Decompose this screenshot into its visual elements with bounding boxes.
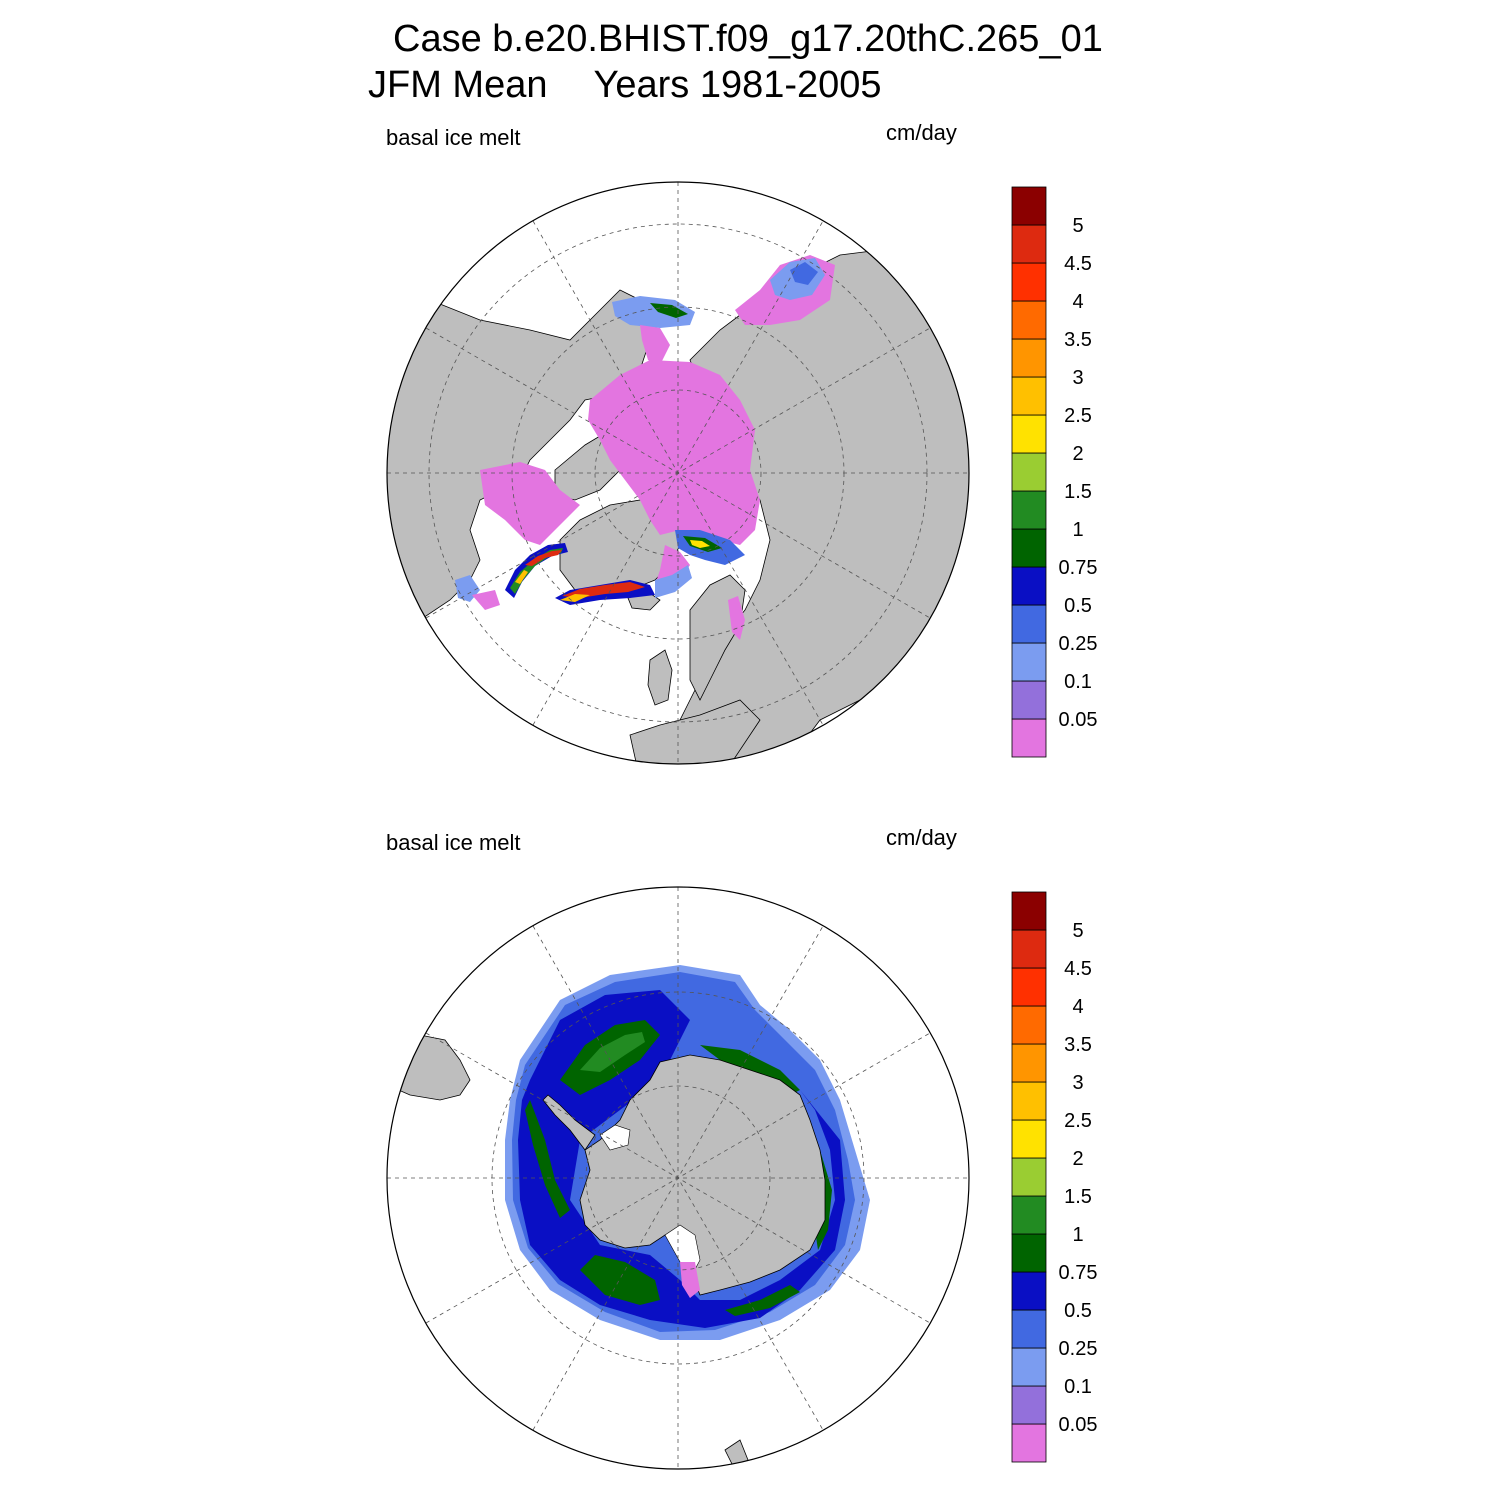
north-ice-okhotsk-green <box>650 303 688 318</box>
south-variable-label: basal ice melt <box>386 830 521 855</box>
south-land-antarctica <box>579 1054 826 1296</box>
north-ice-okhotsk <box>612 296 695 328</box>
south-colorbar-tick-label: 5 <box>1072 920 1083 942</box>
north-polar-map <box>386 181 970 765</box>
south-colorbar-swatch <box>1011 1005 1047 1045</box>
north-colorbar-tick-label: 3.5 <box>1064 329 1092 351</box>
north-melt-labrador-outer <box>505 543 568 598</box>
south-colorbar-swatch <box>1011 967 1047 1007</box>
north-colorbar-tick-label: 1 <box>1072 519 1083 541</box>
north-colorbar-swatch <box>1011 642 1047 682</box>
south-colorbar-tick-label: 1.5 <box>1064 1186 1092 1208</box>
north-ice-okhotsk-pink <box>640 325 670 365</box>
south-melt-pacific-green <box>525 1100 570 1218</box>
north-colorbar-tick-label: 0.5 <box>1064 595 1092 617</box>
north-colorbar-tick-label: 4.5 <box>1064 253 1092 275</box>
north-colorbar-swatch <box>1011 338 1047 378</box>
north-graticule <box>387 182 969 764</box>
south-colorbar-tick-label: 4 <box>1072 996 1083 1018</box>
north-ice-barents-yellow <box>690 540 710 548</box>
south-colorbar-swatch <box>1011 1195 1047 1235</box>
north-map-border <box>386 181 970 765</box>
north-colorbar-tick-label: 3 <box>1072 367 1083 389</box>
south-colorbar-tick-label: 0.25 <box>1059 1338 1098 1360</box>
south-colorbar-tick-label: 0.75 <box>1059 1262 1098 1284</box>
north-colorbar-swatch <box>1011 300 1047 340</box>
north-land-uk <box>647 649 673 706</box>
south-colorbar-tick-label: 4.5 <box>1064 958 1092 980</box>
south-colorbar-swatch <box>1011 1043 1047 1083</box>
south-melt-indian-green <box>725 1285 800 1316</box>
north-colorbar-swatch <box>1011 186 1047 226</box>
north-colorbar-swatch <box>1011 566 1047 606</box>
south-colorbar-tick-label: 2 <box>1072 1148 1083 1170</box>
north-colorbar-tick-label: 0.25 <box>1059 633 1098 655</box>
north-variable-label: basal ice melt <box>386 125 521 150</box>
south-colorbar-swatch <box>1011 1233 1047 1273</box>
south-colorbar-swatch <box>1011 1423 1047 1463</box>
north-colorbar-swatch <box>1011 490 1047 530</box>
north-ice-fram-blue <box>655 565 692 598</box>
south-polar-map <box>386 886 970 1470</box>
south-colorbar-tick-label: 3.5 <box>1064 1034 1092 1056</box>
south-colorbar-tick-label: 0.5 <box>1064 1300 1092 1322</box>
south-colorbar-swatch <box>1011 1309 1047 1349</box>
north-colorbar-tick-label: 5 <box>1072 215 1083 237</box>
south-colorbar-swatch <box>1011 929 1047 969</box>
north-colorbar-swatch <box>1011 604 1047 644</box>
south-colorbar-swatch <box>1011 1157 1047 1197</box>
south-colorbar-swatch <box>1011 1385 1047 1425</box>
north-colorbar: 0.05 0.1 0.25 0.5 0.75 1 1.5 2 2.5 3 3.5 4 4.5 5 <box>1011 186 1098 758</box>
south-map-border <box>386 886 970 1470</box>
north-colorbar-swatch <box>1011 528 1047 568</box>
season-title: JFM Mean Years 1981-2005 <box>368 64 882 107</box>
north-colorbar-swatch <box>1011 718 1047 758</box>
north-colorbar-tick-label: 4 <box>1072 291 1083 313</box>
north-melt-irminger-hot <box>562 582 645 598</box>
south-colorbar-swatch <box>1011 891 1047 931</box>
north-colorbar-swatch <box>1011 376 1047 416</box>
north-ice-stlawrence-pink <box>472 590 500 610</box>
south-ice-ross-pink <box>680 1262 700 1298</box>
north-ice-bering-blue <box>790 262 818 285</box>
south-colorbar-swatch <box>1011 1347 1047 1387</box>
season-label: JFM Mean <box>368 64 548 106</box>
north-melt-irminger-yellow <box>560 594 590 602</box>
north-colorbar-tick-label: 2.5 <box>1064 405 1092 427</box>
north-units-label: cm/day <box>886 120 957 145</box>
north-melt-labrador-hot <box>525 550 562 566</box>
case-title: Case b.e20.BHIST.f09_g17.20thC.265_01 <box>393 18 1103 60</box>
north-colorbar-tick-label: 0.05 <box>1059 709 1098 731</box>
south-colorbar-tick-label: 0.05 <box>1059 1414 1098 1436</box>
north-colorbar-tick-label: 1.5 <box>1064 481 1092 503</box>
south-melt-ross-green <box>580 1255 660 1305</box>
north-colorbar-swatch <box>1011 224 1047 264</box>
north-melt-labrador-yellow <box>515 570 528 584</box>
north-ice-arctic <box>588 360 760 545</box>
south-colorbar-swatch <box>1011 1081 1047 1121</box>
north-colorbar-tick-label: 0.75 <box>1059 557 1098 579</box>
south-melt-weddell-green-mid <box>580 1032 645 1072</box>
north-colorbar-swatch <box>1011 680 1047 720</box>
north-ice-hudson <box>480 462 580 545</box>
south-colorbar-tick-label: 2.5 <box>1064 1110 1092 1132</box>
south-graticule <box>387 887 969 1469</box>
south-land-peninsula <box>542 1094 596 1151</box>
north-colorbar-swatch <box>1011 262 1047 302</box>
south-colorbar: 0.05 0.1 0.25 0.5 0.75 1 1.5 2 2.5 3 3.5 4 4.5 5 <box>1011 891 1098 1463</box>
north-colorbar-swatch <box>1011 414 1047 454</box>
north-ice-baltic <box>728 596 745 640</box>
years-label: Years 1981-2005 <box>593 64 882 106</box>
south-colorbar-swatch <box>1011 1271 1047 1311</box>
south-colorbar-tick-label: 3 <box>1072 1072 1083 1094</box>
south-colorbar-swatch <box>1011 1119 1047 1159</box>
south-colorbar-tick-label: 1 <box>1072 1224 1083 1246</box>
south-units-label: cm/day <box>886 825 957 850</box>
south-colorbar-tick-label: 0.1 <box>1064 1376 1092 1398</box>
north-colorbar-tick-label: 2 <box>1072 443 1083 465</box>
north-colorbar-tick-label: 0.1 <box>1064 671 1092 693</box>
north-colorbar-swatch <box>1011 452 1047 492</box>
south-shelf-weddell <box>599 1124 631 1151</box>
